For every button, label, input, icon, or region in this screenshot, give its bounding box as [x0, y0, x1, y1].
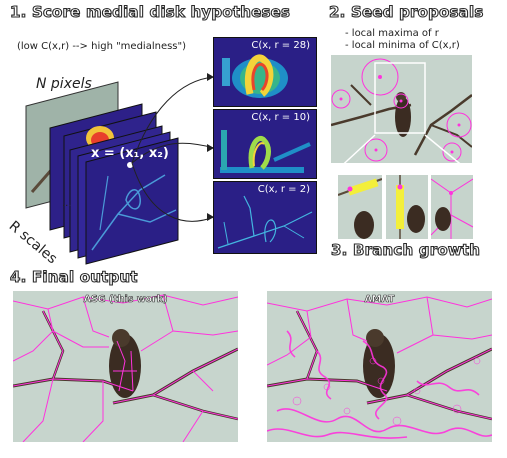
heatmap-panel-r28: C(x, r = 28)	[213, 37, 317, 107]
seed-proposal-image	[331, 55, 472, 163]
section4-heading: 4. Final output	[9, 267, 138, 286]
heatmap-r28-graphic	[214, 38, 316, 106]
branch-step-1-graphic	[338, 175, 382, 239]
seed-bullet-2: - local minima of C(x,r)	[345, 40, 460, 51]
heatmap-panel-r10: C(x, r = 10)	[213, 109, 317, 179]
ellipsis-label: ...	[62, 198, 72, 209]
amat-overlay-graphic	[267, 291, 492, 442]
heatmap-r10-graphic	[214, 110, 316, 178]
branch-step-2-graphic	[386, 175, 428, 239]
heatmap-title-r28: C(x, r = 28)	[251, 40, 310, 51]
connector-arrows	[131, 76, 215, 222]
section3-heading: 3. Branch growth	[330, 240, 481, 259]
heatmap-panel-r2: C(x, r = 2)	[213, 181, 317, 254]
heatmap-title-r2: C(x, r = 2)	[257, 184, 310, 195]
section1-heading: 1. Score medial disk hypotheses	[9, 2, 291, 21]
branch-step-3-graphic	[431, 175, 473, 239]
branch-growth-step-2	[386, 175, 428, 239]
output-amat-image: AMAT	[267, 291, 492, 442]
branch-growth-step-1	[338, 175, 382, 239]
seed-proposal-graphic	[331, 55, 472, 163]
zoom-lines	[334, 134, 471, 173]
heatmap-r2-graphic	[214, 182, 316, 253]
heatmap-title-r10: C(x, r = 10)	[251, 112, 310, 123]
heatmap-layers	[49, 103, 179, 265]
amat-title: AMAT	[364, 294, 395, 306]
output-asg-image: ASG (this work)	[13, 291, 238, 442]
point-equation: x = (x₁, x₂)	[91, 146, 169, 161]
section2-heading: 2. Seed proposals	[328, 2, 484, 21]
n-pixels-label: N pixels	[36, 76, 92, 92]
seed-bullet-1: - local maxima of r	[345, 28, 439, 39]
section1-subtitle: (low C(x,r) --> high "medialness")	[17, 41, 187, 52]
branch-growth-step-3	[431, 175, 473, 239]
asg-overlay-graphic	[13, 291, 238, 442]
asg-title: ASG (this work)	[83, 294, 168, 306]
